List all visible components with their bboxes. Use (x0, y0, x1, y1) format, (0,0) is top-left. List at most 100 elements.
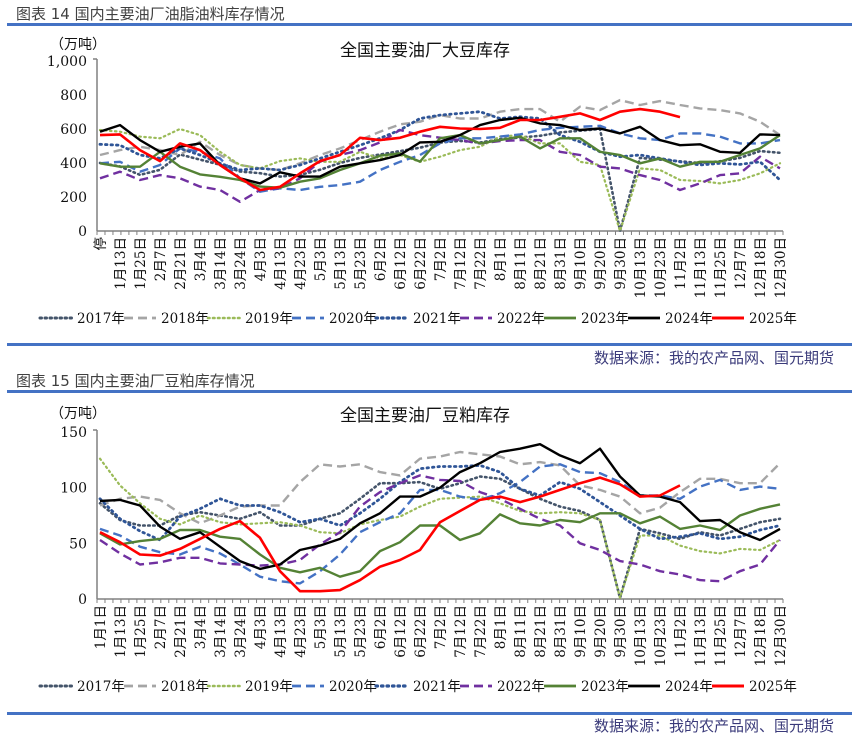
x-tick-label: 11月25日 (713, 237, 729, 298)
legend-label: 2024年 (665, 679, 713, 695)
x-tick-label: 11月25日 (713, 605, 729, 666)
series-line-2019 (98, 457, 782, 599)
x-tick-label: 9月20日 (593, 605, 609, 658)
x-tick-label: 11月13日 (693, 237, 709, 298)
series-line-2020 (99, 463, 781, 585)
y-tick-label: 400 (60, 156, 87, 172)
x-tick-label: 9月30日 (613, 605, 629, 658)
footer-rule (7, 712, 852, 715)
x-tick-label: 11月2日 (673, 605, 689, 658)
x-tick-label: 7月12日 (453, 605, 469, 658)
x-tick-label: 8月1日 (493, 605, 509, 649)
x-tick-label: 4月13日 (273, 237, 289, 290)
y-tick-label: 800 (60, 88, 87, 104)
x-tick-label: 9月10日 (573, 605, 589, 658)
series-line-2024 (99, 443, 781, 571)
x-tick-label: 8月11日 (513, 605, 529, 658)
x-tick-label: 5月13日 (333, 605, 349, 658)
x-tick-label: 7月2日 (433, 237, 449, 281)
x-tick-label: 6月22日 (413, 605, 429, 658)
x-tick-label: 7月12日 (453, 237, 469, 290)
x-tick-label: 4月3日 (253, 237, 269, 281)
figure-14-header: 图表 14 国内主要油厂油脂油料库存情况 (16, 5, 285, 23)
series-line-2025 (99, 476, 681, 593)
x-tick-label: 11月13日 (693, 605, 709, 666)
series-line-2020 (99, 124, 781, 193)
x-tick-label: 12月30日 (773, 605, 789, 666)
legend-label: 2020年 (329, 311, 377, 327)
chart-title: 全国主要油厂大豆库存 (340, 41, 510, 61)
y-tick-label: 150 (60, 425, 87, 441)
x-tick-label: 12月18日 (753, 605, 769, 666)
y-tick-label: 100 (60, 481, 87, 497)
x-tick-label: 1月25日 (133, 237, 149, 290)
chart-2: 全国主要油厂豆粕库存 （万吨） 0 50 100 150 1月1日 1月13日 1月25日 2月7… (38, 406, 797, 695)
x-tick-label: 3月24日 (233, 237, 249, 290)
x-tick-label: 1月13日 (113, 237, 129, 290)
series-line-2022 (99, 474, 781, 583)
x-tick-label: 12月7日 (733, 237, 749, 290)
legend-label: 2023年 (581, 311, 629, 327)
x-tick-label: 8月21日 (533, 605, 549, 658)
legend-label: 2025年 (749, 679, 797, 695)
x-tick-label: 1月25日 (133, 605, 149, 658)
header-rule (7, 390, 852, 393)
series-line-2024 (99, 116, 781, 185)
legend-label: 2019年 (245, 311, 293, 327)
y-tick-label: 0 (78, 224, 87, 240)
x-tick-label: 6月22日 (413, 237, 429, 290)
figure-15-source: 数据来源：我的农产品网、国元期货 (593, 717, 834, 735)
x-tick-label: 9月20日 (593, 237, 609, 290)
x-tick-label: 2月7日 (153, 237, 169, 281)
x-tick-label: 5月23日 (353, 237, 369, 290)
x-tick-label: 7月22日 (473, 605, 489, 658)
y-axis-unit: （万吨） (50, 406, 106, 422)
series-line-2019 (98, 127, 782, 233)
x-tick-label: 7月22日 (473, 237, 489, 290)
legend-label: 2019年 (245, 679, 293, 695)
x-tick-label: 3月14日 (213, 605, 229, 658)
x-tick-label: 8月11日 (513, 237, 529, 290)
x-tick-label: 12月18日 (753, 237, 769, 298)
figure-14-source: 数据来源：我的农产品网、国元期货 (593, 349, 834, 367)
x-tick-label: 5月3日 (313, 605, 329, 649)
x-tick-label: 10月23日 (653, 237, 669, 298)
x-tick-label: 1月13日 (113, 605, 129, 658)
chart-title: 全国主要油厂豆粕库存 (340, 406, 510, 426)
x-tick-label: 10月13日 (633, 237, 649, 298)
legend-label: 2017年 (77, 679, 125, 695)
series-line-2023 (99, 133, 781, 189)
y-axis-unit: （万吨） (50, 37, 106, 53)
legend-label: 2024年 (665, 311, 713, 327)
legend-label: 2017年 (77, 311, 125, 327)
x-tick-label: 9月10日 (573, 237, 589, 290)
legend-label: 2025年 (749, 311, 797, 327)
x-tick-label: 6月12日 (393, 237, 409, 290)
x-tick-label: 8月21日 (533, 237, 549, 290)
x-tick-label: 4月23日 (293, 605, 309, 658)
legend-label: 2022年 (497, 311, 545, 327)
x-tick-label: 8月31日 (553, 237, 569, 290)
x-tick-label: 7月2日 (433, 605, 449, 649)
legend-label: 2018年 (161, 311, 209, 327)
x-tick-label: 3月14日 (213, 237, 229, 290)
x-tick-label: 10月23日 (653, 605, 669, 666)
x-tick-label: 2月7日 (153, 605, 169, 649)
header-rule (7, 23, 852, 26)
series-line-2023 (99, 503, 781, 578)
legend-label: 2023年 (581, 679, 629, 695)
legend-label: 2018年 (161, 679, 209, 695)
y-tick-label: 0 (78, 592, 87, 608)
x-tick-label: 停 (92, 237, 109, 251)
x-tick-label: 6月2日 (373, 605, 389, 649)
x-tick-label: 1月1日 (93, 605, 109, 649)
x-tick-label: 5月13日 (333, 237, 349, 290)
x-tick-label: 12月30日 (773, 237, 789, 298)
x-tick-label: 5月3日 (313, 237, 329, 281)
figure-15-header: 图表 15 国内主要油厂豆粕库存情况 (16, 372, 255, 390)
x-tick-label: 8月31日 (553, 605, 569, 658)
y-tick-label: 1,000 (47, 54, 87, 70)
series-line-2025 (99, 107, 681, 192)
legend-label: 2020年 (329, 679, 377, 695)
